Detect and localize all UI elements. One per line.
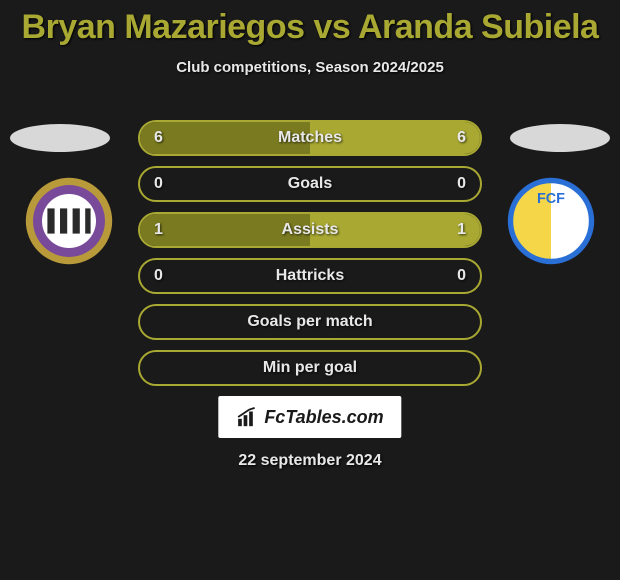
stat-value-left: 1 <box>154 221 163 239</box>
stat-label: Goals per match <box>247 313 372 331</box>
stat-value-left: 6 <box>154 129 163 147</box>
stat-value-right: 0 <box>457 267 466 285</box>
famalicao-badge-icon: FCF <box>506 176 596 266</box>
club-badge-left <box>24 176 114 266</box>
stat-label: Goals <box>288 175 332 193</box>
page-title: Bryan Mazariegos vs Aranda Subiela <box>0 0 620 47</box>
date-label: 22 september 2024 <box>0 452 620 470</box>
stat-value-right: 6 <box>457 129 466 147</box>
stat-value-right: 1 <box>457 221 466 239</box>
stat-row: 0 0 Goals <box>138 166 482 202</box>
stat-row: Min per goal <box>138 350 482 386</box>
stat-row: 0 0 Hattricks <box>138 258 482 294</box>
watermark-text: FcTables.com <box>264 407 383 428</box>
stat-value-left: 0 <box>154 267 163 285</box>
stats-container: 6 6 Matches 0 0 Goals 1 1 Assists 0 0 Hattricks Goal… <box>138 120 482 396</box>
stat-label: Matches <box>278 129 342 147</box>
stat-label: Hattricks <box>276 267 344 285</box>
nacional-badge-icon <box>24 176 114 266</box>
stat-row: 6 6 Matches <box>138 120 482 156</box>
player-marker-left <box>10 124 110 152</box>
stat-row: Goals per match <box>138 304 482 340</box>
club-badge-right: FCF <box>506 176 596 266</box>
stat-row: 1 1 Assists <box>138 212 482 248</box>
chart-icon <box>236 406 258 428</box>
subtitle: Club competitions, Season 2024/2025 <box>0 59 620 76</box>
stat-label: Assists <box>282 221 339 239</box>
stat-label: Min per goal <box>263 359 357 377</box>
stat-value-left: 0 <box>154 175 163 193</box>
player-marker-right <box>510 124 610 152</box>
stat-value-right: 0 <box>457 175 466 193</box>
watermark: FcTables.com <box>218 396 401 438</box>
famalicao-badge-text: FCF <box>537 191 565 207</box>
